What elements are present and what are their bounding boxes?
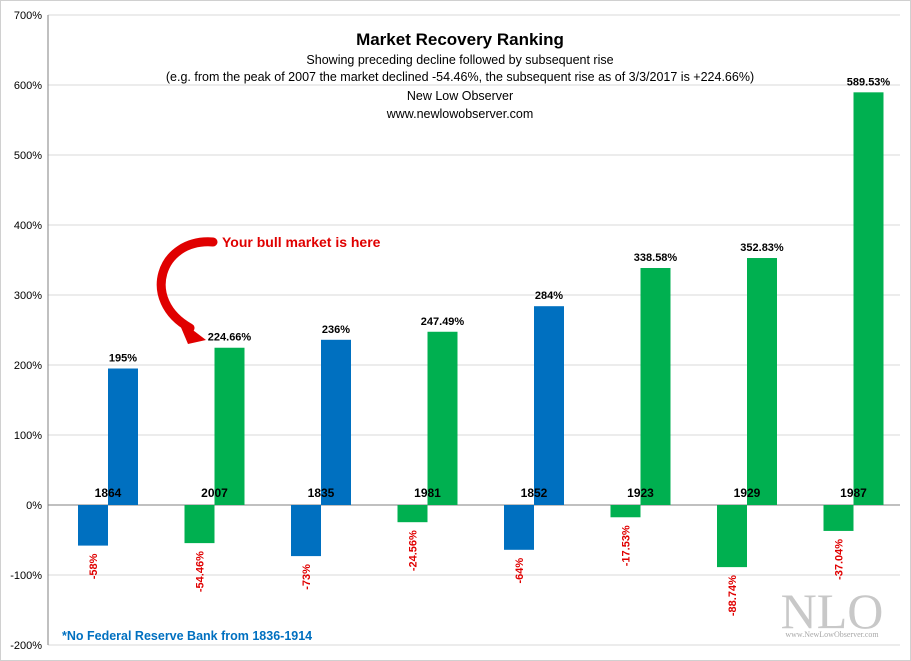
year-label: 1835 <box>308 486 335 500</box>
curved-arrow-icon <box>156 237 218 333</box>
decline-bar <box>78 505 108 546</box>
rise-value-label: 338.58% <box>634 252 678 264</box>
decline-value-label: -73% <box>301 564 313 590</box>
decline-bar <box>184 505 215 544</box>
y-tick-label: 400% <box>14 220 42 232</box>
rise-value-label: 195% <box>109 353 137 365</box>
rise-value-label: 284% <box>535 290 563 302</box>
footnote: *No Federal Reserve Bank from 1836-1914 <box>62 629 312 643</box>
nlo-logo-url: www.NewLowObserver.com <box>785 630 879 639</box>
year-label: 1923 <box>627 486 654 500</box>
year-label: 1987 <box>840 486 867 500</box>
rise-value-label: 224.66% <box>208 332 252 344</box>
subtitle-line-1: Showing preceding decline followed by su… <box>306 53 613 67</box>
rise-bar <box>108 368 138 505</box>
decline-value-label: -37.04% <box>834 539 846 580</box>
decline-value-label: -54.46% <box>195 551 207 592</box>
rise-bar <box>853 92 884 505</box>
decline-bar <box>504 505 534 550</box>
decline-value-label: -88.74% <box>727 575 739 616</box>
rise-bar <box>534 306 564 505</box>
year-label: 1852 <box>521 486 548 500</box>
decline-value-label: -58% <box>88 553 100 579</box>
decline-bar <box>823 505 854 531</box>
bull-market-callout: Your bull market is here <box>222 234 381 250</box>
arrow-head-icon <box>177 318 206 344</box>
y-tick-label: 0% <box>26 500 42 512</box>
y-tick-label: 200% <box>14 360 42 372</box>
rise-value-label: 589.53% <box>847 76 891 88</box>
chart-title: Market Recovery Ranking <box>356 30 564 49</box>
y-tick-label: 500% <box>14 150 42 162</box>
rise-bar <box>640 267 671 505</box>
decline-bar <box>397 505 428 523</box>
decline-bar <box>291 505 321 557</box>
decline-bar <box>717 505 747 568</box>
rise-value-label: 352.83% <box>740 242 784 254</box>
decline-value-label: -64% <box>514 558 526 584</box>
rise-bar <box>427 331 458 505</box>
decline-bar <box>610 505 641 518</box>
rise-bar <box>747 258 777 505</box>
y-tick-label: 700% <box>14 10 42 22</box>
year-label: 1981 <box>414 486 441 500</box>
y-tick-label: 300% <box>14 290 42 302</box>
rise-bar <box>321 339 351 505</box>
y-tick-label: 100% <box>14 430 42 442</box>
subtitle-line-2: (e.g. from the peak of 2007 the market d… <box>166 70 754 84</box>
y-tick-label: 600% <box>14 80 42 92</box>
subtitle-line-3: New Low Observer <box>407 89 513 103</box>
rise-value-label: 236% <box>322 324 350 336</box>
bars <box>78 92 884 568</box>
nlo-logo: NLO <box>781 583 884 639</box>
decline-value-label: -24.56% <box>408 530 420 571</box>
y-axis-ticks: -200% -100% 0% 100% 200% 300% 400% 500% 600% 700% <box>10 10 42 652</box>
year-label: 1864 <box>95 486 122 500</box>
year-label: 2007 <box>201 486 228 500</box>
rise-bar <box>214 347 245 505</box>
y-tick-label: -200% <box>10 640 42 652</box>
subtitle-line-4: www.newlowobserver.com <box>386 107 534 121</box>
y-tick-label: -100% <box>10 570 42 582</box>
rise-value-label: 247.49% <box>421 316 465 328</box>
year-label: 1929 <box>734 486 761 500</box>
data-labels: 195% 1864 -58% 224.66% 2007 -54.46% 236% 1835 -7… <box>88 76 890 616</box>
decline-value-label: -17.53% <box>621 525 633 566</box>
